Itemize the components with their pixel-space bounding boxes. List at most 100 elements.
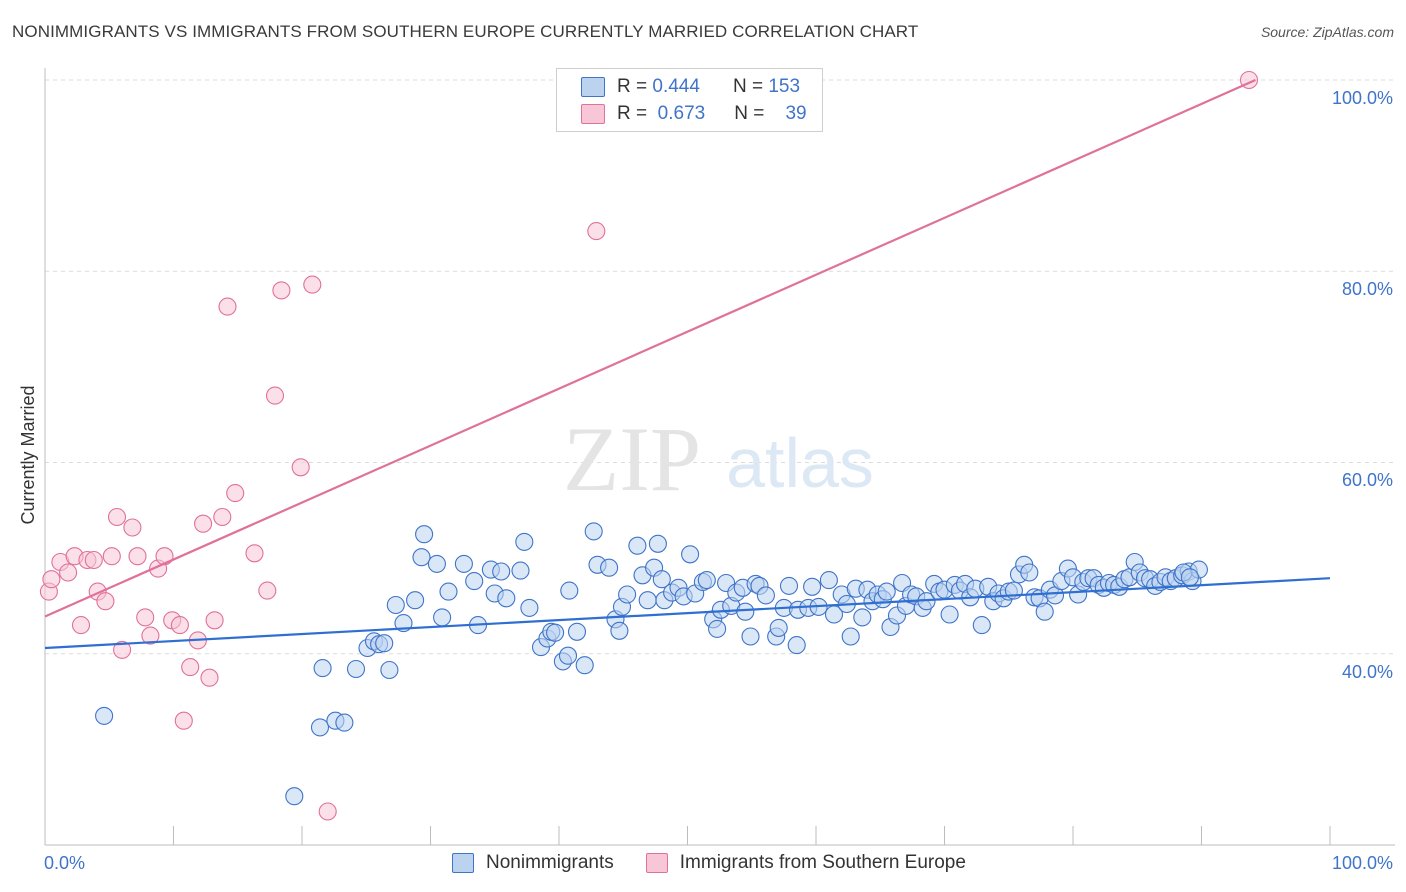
data-point <box>520 598 539 617</box>
n-label: N = <box>734 103 765 124</box>
data-point <box>708 619 727 638</box>
r-label: R = <box>617 76 648 97</box>
r-label: R = <box>617 103 648 124</box>
data-point <box>736 602 755 621</box>
data-point <box>560 581 579 600</box>
data-point <box>313 659 332 678</box>
data-point <box>779 576 799 595</box>
trend-line-nonimmigrants <box>44 577 1331 650</box>
data-point <box>95 706 114 725</box>
n-label: N = <box>732 76 764 97</box>
data-point <box>584 522 603 541</box>
data-point <box>155 547 174 566</box>
data-point <box>170 616 189 635</box>
data-point <box>346 659 366 679</box>
legend-row-nonimmigrants: R = 0.444 N = 153 <box>581 74 800 100</box>
data-point <box>59 563 78 582</box>
data-point <box>787 636 806 655</box>
data-point <box>42 570 61 589</box>
x-tick-label-0: 0.0% <box>44 853 85 873</box>
correlation-legend: R = 0.444 N = 153 R = 0.673 N = 39 <box>556 68 823 132</box>
data-point <box>291 458 310 477</box>
r-value: 0.444 <box>652 76 700 97</box>
data-point <box>318 802 337 821</box>
legend-row-immigrants: R = 0.673 N = 39 <box>581 101 807 127</box>
data-point <box>756 586 775 605</box>
data-point <box>877 582 896 601</box>
r-value: 0.673 <box>657 103 706 124</box>
y-tick-label-60: 60.0% <box>1342 470 1393 490</box>
data-point <box>853 608 872 627</box>
data-point <box>841 627 860 646</box>
data-point <box>272 281 291 300</box>
data-point <box>107 507 127 527</box>
data-point <box>558 646 578 665</box>
legend-label: Immigrants from Southern Europe <box>679 852 966 873</box>
data-point <box>648 534 667 553</box>
data-point <box>465 572 484 591</box>
data-point <box>587 222 606 241</box>
data-point <box>433 608 452 627</box>
data-point <box>454 554 473 573</box>
watermark-zip: ZIP <box>563 408 701 510</box>
data-point <box>492 562 511 581</box>
y-tick-label-40: 40.0% <box>1342 662 1393 682</box>
y-tick-label-100: 100.0% <box>1332 88 1393 108</box>
data-point <box>96 592 115 611</box>
data-point <box>652 570 671 589</box>
data-point <box>610 621 629 640</box>
data-point <box>258 581 277 600</box>
data-point <box>128 547 147 566</box>
chart-title: NONIMMIGRANTS VS IMMIGRANTS FROM SOUTHER… <box>12 22 919 41</box>
data-point <box>940 605 959 624</box>
data-point <box>265 386 285 405</box>
data-point <box>174 711 193 730</box>
series-legend: Nonimmigrants Immigrants from Southern E… <box>452 852 998 874</box>
data-point <box>567 622 587 641</box>
data-point <box>205 611 224 630</box>
data-point <box>380 660 399 680</box>
data-point <box>218 297 237 316</box>
data-point <box>335 713 354 732</box>
data-point <box>511 561 530 580</box>
data-point <box>113 640 132 659</box>
legend-label: Nonimmigrants <box>486 852 614 873</box>
data-point <box>141 626 160 645</box>
data-point <box>406 591 425 610</box>
legend-item-immigrants[interactable]: Immigrants from Southern Europe <box>645 852 966 874</box>
blue-swatch-icon <box>452 853 474 873</box>
n-value: 153 <box>768 76 801 97</box>
data-point <box>769 618 788 637</box>
y-tick-label-80: 80.0% <box>1342 279 1393 299</box>
data-point <box>226 484 245 503</box>
pink-swatch-icon <box>581 104 605 124</box>
data-point <box>310 718 330 737</box>
data-point <box>303 275 322 294</box>
data-point <box>123 518 142 537</box>
data-point <box>628 536 647 555</box>
data-point <box>546 623 565 642</box>
data-point <box>515 532 534 551</box>
data-point <box>819 571 838 590</box>
legend-item-nonimmigrants[interactable]: Nonimmigrants <box>452 852 614 874</box>
data-point <box>1180 568 1199 587</box>
data-point <box>181 658 200 677</box>
data-point <box>972 616 991 635</box>
data-point <box>741 627 760 646</box>
data-point <box>136 608 155 627</box>
data-point <box>415 525 434 544</box>
data-point <box>71 616 91 635</box>
data-point <box>681 545 700 564</box>
pink-swatch-icon <box>645 853 668 873</box>
data-point <box>1020 563 1039 582</box>
data-point <box>102 547 121 566</box>
data-point <box>194 514 213 533</box>
trend-layer <box>44 78 1331 650</box>
source-credit: Source: ZipAtlas.com <box>1260 24 1394 40</box>
data-point <box>245 544 264 563</box>
data-point <box>84 550 103 570</box>
data-point <box>1035 602 1054 621</box>
axis-layer <box>44 68 1395 846</box>
data-point <box>412 548 431 567</box>
